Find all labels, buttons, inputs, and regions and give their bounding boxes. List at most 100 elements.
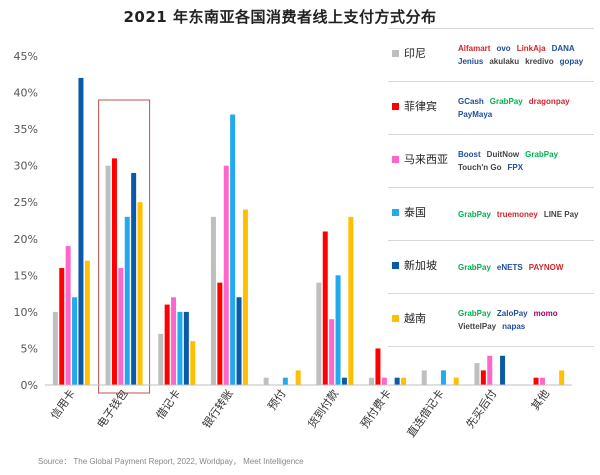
y-tick-label: 30%	[14, 160, 38, 173]
brand-logo: GCash	[458, 97, 484, 106]
bar	[263, 377, 269, 385]
brand-logo: GrabPay	[489, 97, 523, 106]
x-tick-label: 其他	[529, 387, 552, 412]
legend-item: 新加坡 GrabPay eNETS PAYNOW	[388, 241, 594, 294]
legend-swatch	[392, 156, 399, 163]
bar	[236, 297, 242, 385]
x-tick-label: 预付费卡	[358, 387, 394, 430]
bar	[52, 311, 58, 385]
y-tick-label: 15%	[14, 269, 38, 282]
y-axis: 0% 5% 10% 15% 20% 25% 30% 35% 40% 45%	[14, 50, 38, 392]
bar	[164, 304, 170, 385]
bar	[118, 268, 124, 385]
bar	[84, 260, 90, 385]
bar	[131, 172, 137, 385]
y-tick-label: 35%	[14, 123, 38, 136]
brand-logo: PayMaya	[458, 110, 493, 119]
bar	[223, 165, 229, 385]
chart-title: 2021 年东南亚各国消费者线上支付方式分布	[123, 8, 437, 26]
bar	[375, 348, 381, 385]
payment-brand-logos: GCash GrabPay dragonpay PayMaya	[458, 86, 592, 130]
brand-logo: momo	[533, 309, 558, 318]
brand-logo: GrabPay	[458, 209, 491, 219]
legend-item: 菲律宾 GCash GrabPay dragonpay PayMaya	[388, 82, 594, 135]
bar	[105, 165, 111, 385]
brand-logo: ViettelPay	[458, 322, 497, 331]
bar	[401, 377, 407, 385]
bar	[210, 216, 216, 385]
bars	[52, 77, 565, 394]
bar	[539, 377, 545, 385]
brand-logo: LinkAja	[516, 44, 546, 53]
y-tick-label: 5%	[21, 342, 38, 355]
brand-logo: DuitNow	[486, 150, 520, 159]
bar	[177, 311, 183, 385]
bar	[230, 114, 236, 386]
brand-logo: Alfamart	[458, 44, 491, 53]
brand-logo: GrabPay	[525, 150, 559, 159]
x-tick-label: 直连借记卡	[404, 387, 447, 440]
bar	[440, 370, 446, 385]
bar	[72, 297, 78, 385]
legend-item: 泰国 GrabPay truemoney LINE Pay	[388, 188, 594, 241]
legend-swatch	[392, 209, 399, 216]
brand-logo: GrabPay	[458, 262, 491, 272]
bar	[474, 363, 480, 385]
payment-brand-logos: Boost DuitNow GrabPay Touch'n Go FPX	[458, 139, 592, 183]
brand-logo: LINE Pay	[543, 209, 579, 219]
y-tick-label: 10%	[14, 306, 38, 319]
bar	[59, 268, 65, 385]
payment-brand-logos: GrabPay ZaloPay momo ViettelPay napas	[458, 298, 592, 342]
bar	[111, 158, 117, 385]
brand-logo: dragonpay	[528, 97, 570, 106]
bar	[190, 341, 196, 385]
legend-item: 越南 GrabPay ZaloPay momo ViettelPay napas	[388, 294, 594, 347]
brand-logo: PAYNOW	[528, 262, 564, 272]
bar	[183, 311, 189, 385]
legend-label: 泰国	[404, 206, 426, 219]
x-tick-label: 预付	[265, 387, 288, 412]
bar	[559, 370, 565, 385]
legend-swatch	[392, 262, 399, 269]
bar	[453, 377, 459, 385]
brand-logo: truemoney	[496, 209, 538, 219]
bar	[421, 370, 427, 385]
bar	[381, 377, 387, 385]
bar	[480, 370, 486, 385]
bar	[171, 297, 177, 385]
brand-logo: Boost	[458, 150, 481, 159]
brand-logo: DANA	[551, 44, 575, 53]
x-tick-label: 银行转账	[199, 387, 236, 431]
bar	[348, 216, 354, 385]
bar	[65, 246, 71, 385]
legend-label: 菲律宾	[404, 100, 437, 113]
bar	[295, 370, 301, 385]
y-tick-label: 20%	[14, 233, 38, 246]
bar	[394, 377, 400, 385]
bar	[124, 216, 130, 385]
bar	[500, 355, 506, 385]
brand-logo: Jenius	[458, 57, 484, 66]
legend: 印尼 Alfamart ovo LinkAja DANA Jenius akulaku kre…	[388, 28, 594, 347]
brand-logo: napas	[502, 322, 526, 331]
legend-label: 马来西亚	[404, 153, 448, 166]
source-note: Source： The Global Payment Report, 2022,…	[38, 457, 304, 466]
bar	[137, 202, 143, 385]
brand-logo: GrabPay	[458, 309, 491, 318]
x-tick-label: 信用卡	[48, 387, 78, 421]
bar	[533, 377, 539, 385]
payment-brand-logos: GrabPay eNETS PAYNOW	[458, 245, 592, 289]
y-tick-label: 25%	[14, 196, 38, 209]
legend-label: 印尼	[404, 47, 426, 60]
brand-logo: ZaloPay	[496, 309, 528, 318]
legend-swatch	[392, 103, 399, 110]
x-tick-label: 借记卡	[154, 387, 184, 421]
bar	[316, 282, 322, 385]
x-tick-label: 先买后付	[464, 387, 500, 430]
bar	[487, 355, 493, 385]
brand-logo: kredivo	[525, 57, 554, 66]
bar	[329, 319, 335, 385]
bar	[242, 209, 248, 385]
bar	[282, 377, 288, 385]
y-tick-label: 45%	[14, 50, 38, 63]
